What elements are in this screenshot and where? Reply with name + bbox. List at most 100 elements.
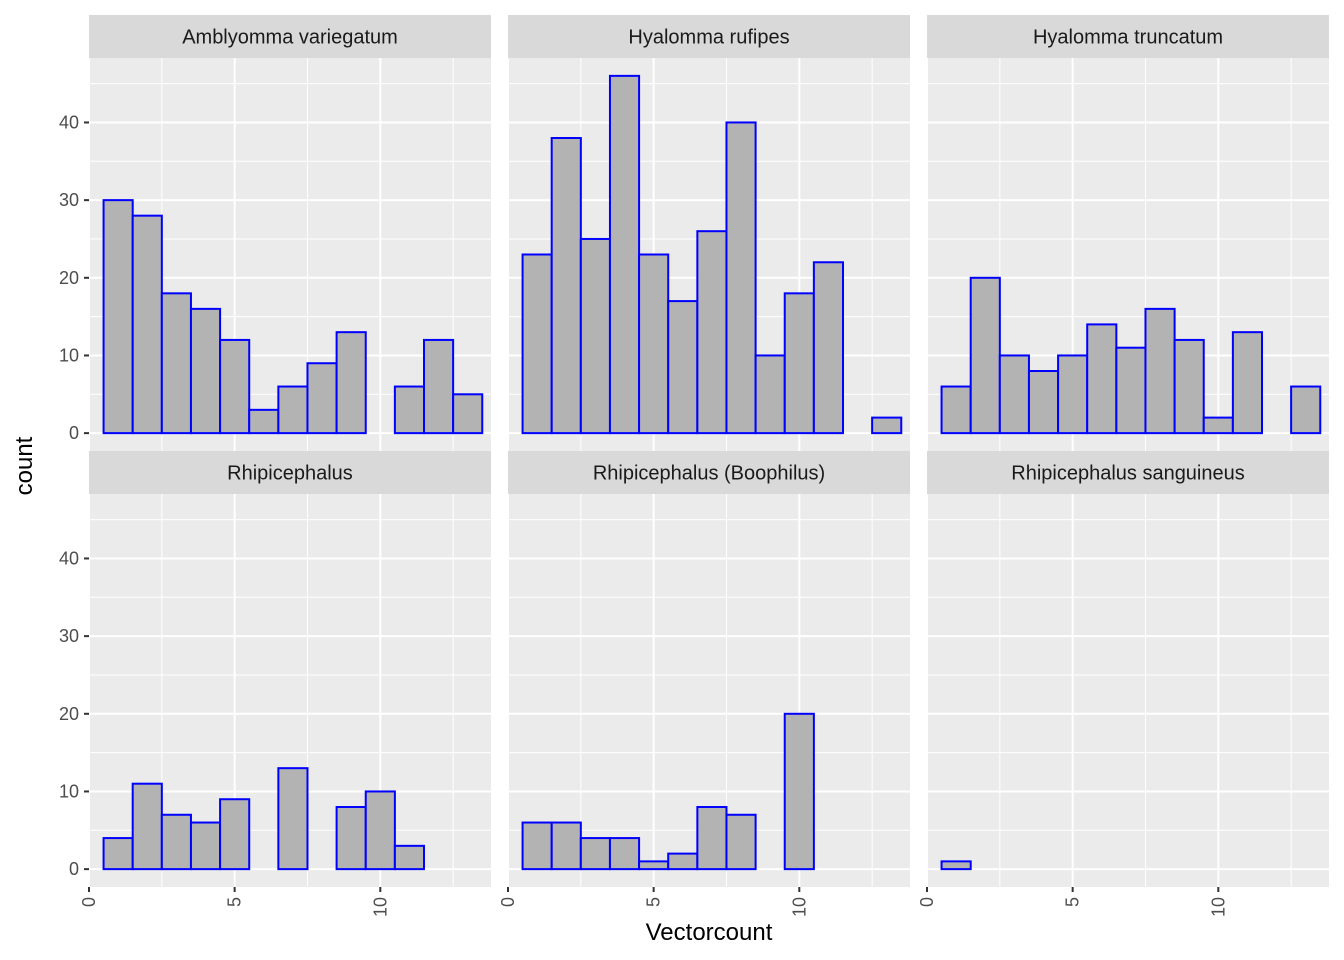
histogram-bar — [452, 393, 484, 435]
y-tick-label: 30 — [59, 190, 79, 210]
histogram-bar — [160, 813, 192, 871]
facet-panel — [507, 58, 910, 451]
histogram-bar — [521, 821, 553, 871]
histogram-bar — [277, 385, 309, 435]
facet-title: Amblyomma variegatum — [182, 27, 398, 49]
facet-hyalomma-truncatum: Hyalomma truncatum — [926, 15, 1329, 451]
histogram-bar — [160, 292, 192, 435]
x-tick-label: 5 — [644, 897, 664, 907]
histogram-bar — [1202, 416, 1234, 435]
histogram-bar — [335, 806, 367, 871]
facet-panel — [88, 494, 491, 887]
x-tick-label: 0 — [498, 897, 518, 907]
histogram-bar — [219, 798, 251, 871]
facet-panel — [88, 58, 491, 451]
facet-strip — [508, 15, 910, 58]
facet-strip — [89, 451, 491, 494]
x-tick-label: 0 — [79, 897, 99, 907]
histogram-bar — [364, 790, 396, 871]
facet-panel — [507, 494, 910, 887]
histogram-bar — [783, 292, 815, 435]
facet-strip — [927, 15, 1329, 58]
histogram-bar — [725, 121, 757, 435]
histogram-bar — [638, 253, 670, 435]
histogram-bar — [940, 385, 972, 435]
histogram-bar — [393, 385, 426, 435]
histogram-bar — [219, 338, 251, 435]
histogram-bar — [696, 230, 728, 435]
y-tick-label: 20 — [59, 268, 79, 288]
facet-title: Hyalomma truncatum — [1033, 27, 1223, 49]
histogram-bar — [131, 782, 163, 871]
histogram-bar — [871, 416, 903, 435]
histogram-bar — [1290, 385, 1322, 435]
x-axis: 0 5 10 0 5 10 0 5 10 — [79, 887, 1228, 917]
y-tick-label: 10 — [59, 345, 79, 365]
histogram-bar — [131, 214, 163, 435]
facet-title: Rhipicephalus (Boophilus) — [593, 463, 825, 485]
histogram-bar — [608, 74, 641, 435]
x-tick-label: 5 — [1063, 897, 1083, 907]
facet-hyalomma-rufipes: Hyalomma rufipes — [507, 15, 910, 451]
histogram-bar — [189, 821, 222, 871]
histogram-bar — [189, 307, 222, 435]
histogram-bar — [754, 354, 786, 435]
y-axis-title: count — [11, 436, 38, 495]
histogram-bar — [667, 852, 699, 871]
facet-title: Rhipicephalus sanguineus — [1011, 463, 1245, 485]
y-axis: 0 10 20 30 40 0 10 20 30 40 — [59, 112, 89, 879]
x-tick-label: 0 — [917, 897, 937, 907]
facet-rhipicephalus: Rhipicephalus — [88, 451, 491, 887]
histogram-bar — [940, 860, 972, 871]
y-tick-label: 20 — [59, 704, 79, 724]
facet-rhipicephalus-sanguineus: Rhipicephalus sanguineus — [926, 451, 1329, 887]
histogram-bar — [638, 860, 670, 871]
histogram-bar — [550, 821, 582, 871]
histogram-bar — [102, 837, 134, 871]
facet-title: Rhipicephalus — [227, 463, 353, 485]
y-tick-label: 40 — [59, 112, 79, 132]
facet-strip — [89, 15, 491, 58]
histogram-bar — [998, 354, 1030, 435]
histogram-bar — [393, 844, 426, 871]
facet-strip — [508, 451, 910, 494]
facet-strip — [927, 451, 1329, 494]
histogram-bar — [696, 806, 728, 871]
facet-panel — [926, 494, 1329, 887]
histogram-bar — [550, 136, 582, 435]
x-tick-label: 10 — [789, 897, 809, 917]
histogram-bar — [1231, 331, 1264, 435]
histogram-bar — [248, 408, 280, 435]
histogram-bar — [1027, 370, 1060, 435]
histogram-bar — [521, 253, 553, 435]
facet-rhipicephalus-boophilus: Rhipicephalus (Boophilus) — [507, 451, 910, 887]
y-tick-label: 30 — [59, 626, 79, 646]
x-tick-label: 10 — [1208, 897, 1228, 917]
histogram-bar — [306, 362, 338, 435]
histogram-bar — [277, 767, 309, 871]
histogram-bar — [1057, 354, 1089, 435]
y-tick-label: 40 — [59, 548, 79, 568]
histogram-bar — [667, 300, 699, 435]
histogram-bar — [812, 261, 845, 435]
facet-amblyomma-variegatum: Amblyomma variegatum — [88, 15, 491, 451]
histogram-bar — [783, 712, 815, 871]
histogram-bar — [1144, 307, 1176, 435]
histogram-bar — [1086, 323, 1118, 435]
histogram-bar — [102, 199, 134, 435]
facet-panel — [926, 58, 1329, 451]
x-axis-title: Vectorcount — [646, 919, 773, 946]
y-tick-label: 10 — [59, 781, 79, 801]
y-tick-label: 0 — [69, 859, 79, 879]
facet-title: Hyalomma rufipes — [628, 27, 789, 49]
histogram-bar — [969, 276, 1001, 435]
histogram-bar — [335, 331, 367, 435]
panel-background — [927, 494, 1329, 887]
histogram-bar — [1173, 338, 1205, 435]
histogram-bar — [423, 338, 455, 435]
histogram-bar — [579, 837, 611, 871]
facet-panels: Amblyomma variegatum Hyalomma rufipes Hyal… — [88, 15, 1329, 887]
histogram-bar — [1115, 346, 1147, 435]
histogram-bar — [579, 237, 611, 435]
